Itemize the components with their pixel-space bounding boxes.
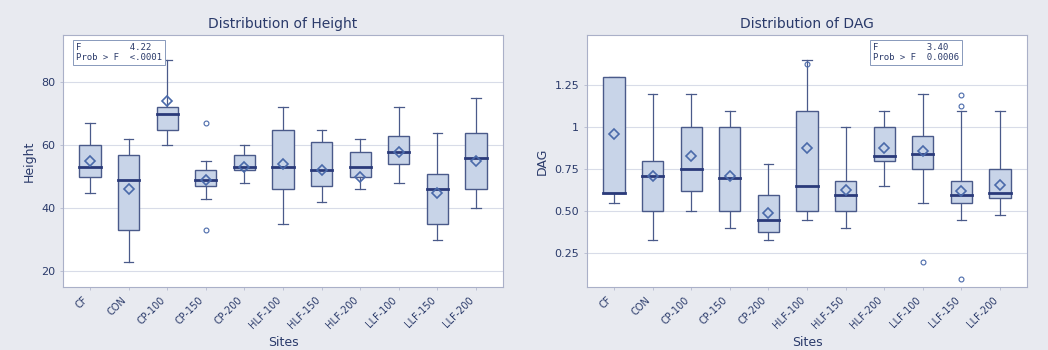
Bar (388, 136, 410, 164)
Text: F         4.22
Prob > F  <.0001: F 4.22 Prob > F <.0001 (77, 43, 162, 62)
Bar (80, 145, 101, 177)
Bar (874, 127, 895, 161)
Bar (951, 181, 973, 203)
Bar (234, 155, 255, 170)
X-axis label: Sites: Sites (791, 336, 823, 349)
Bar (989, 169, 1010, 198)
Title: Distribution of Height: Distribution of Height (209, 17, 357, 31)
Bar (117, 155, 139, 230)
Bar (272, 130, 293, 189)
Bar (156, 107, 178, 130)
Text: F         3.40
Prob > F  0.0006: F 3.40 Prob > F 0.0006 (873, 43, 959, 62)
Bar (465, 133, 486, 189)
Bar (835, 181, 856, 211)
Bar (604, 77, 625, 193)
Bar (758, 195, 779, 232)
Bar (350, 152, 371, 177)
Bar (641, 161, 663, 211)
Bar (912, 136, 934, 169)
Bar (680, 127, 702, 191)
X-axis label: Sites: Sites (267, 336, 299, 349)
Y-axis label: Height: Height (23, 140, 36, 182)
Bar (427, 174, 449, 224)
Y-axis label: DAG: DAG (536, 147, 549, 175)
Title: Distribution of DAG: Distribution of DAG (740, 17, 874, 31)
Bar (195, 170, 216, 186)
Bar (719, 127, 740, 211)
Bar (796, 111, 817, 211)
Bar (311, 142, 332, 186)
